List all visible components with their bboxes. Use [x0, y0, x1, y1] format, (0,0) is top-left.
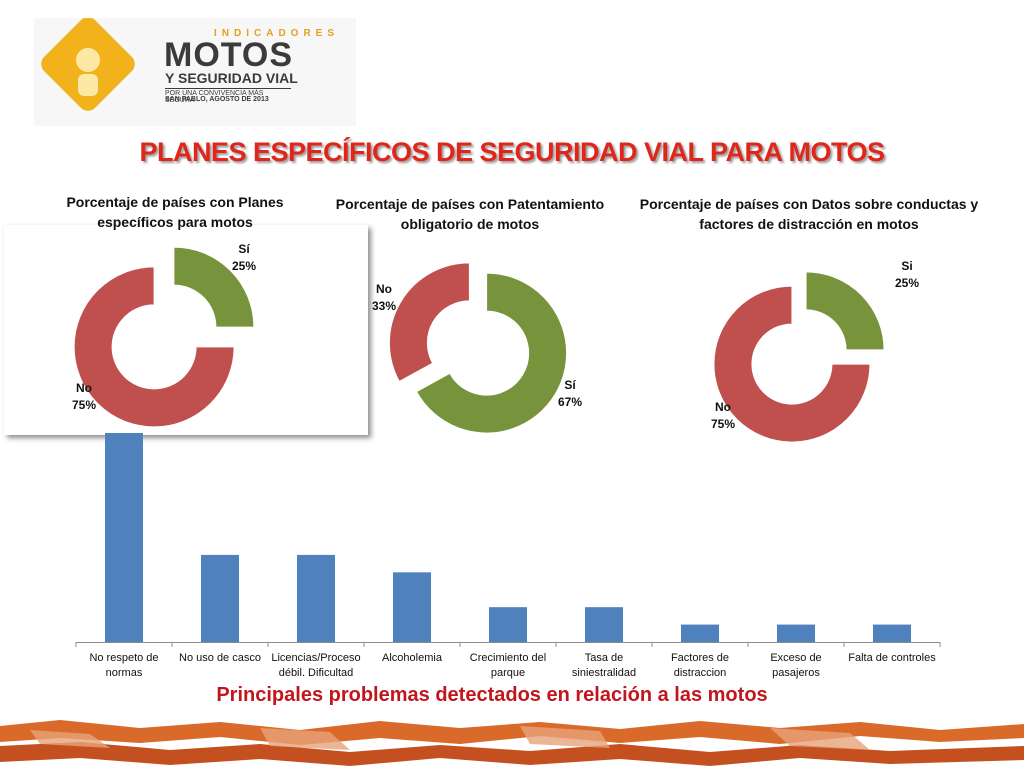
donut-3-label-si: Si 25%	[894, 259, 920, 290]
x-tick-label-8: Falta de controles	[848, 652, 936, 664]
donut-2-label-no: No 33%	[371, 282, 397, 313]
donut-2-label-si: Sí 67%	[557, 378, 583, 409]
bar-7	[777, 624, 815, 642]
donut-3-title: Porcentaje de países con Datos sobre con…	[639, 196, 979, 232]
bar-chart-title: Principales problemas detectados en rela…	[216, 684, 768, 706]
donut-1-label-si: Sí 25%	[231, 242, 257, 273]
page-title: PLANES ESPECÍFICOS DE SEGURIDAD VIAL PAR…	[139, 137, 885, 167]
donut-2-slice-1	[388, 262, 470, 383]
donut-2-title: Porcentaje de países con Patentamiento o…	[335, 196, 605, 232]
x-tick-label-3: Alcoholemia	[382, 652, 442, 664]
donut-1-slice-0	[173, 246, 255, 328]
bar-5	[585, 607, 623, 642]
donut-1-slice-1	[73, 266, 235, 428]
donut-1-label-no: No 75%	[71, 381, 97, 412]
logo-motos: MOTOS	[164, 36, 294, 74]
bar-4	[489, 607, 527, 642]
donut-3-slice-1	[713, 285, 871, 443]
logo-seguridad-vial: Y SEGURIDAD VIAL	[165, 70, 298, 86]
x-tick-label-7: Exceso de pasajeros	[770, 652, 822, 679]
x-tick-label-4: Crecimiento del parque	[469, 652, 547, 679]
logo-indicadores: INDICADORES	[214, 28, 340, 39]
logo: INDICADORES MOTOS Y SEGURIDAD VIAL POR U…	[34, 18, 356, 126]
bar-1	[201, 554, 239, 642]
x-tick-label-5: Tasa de siniestralidad	[571, 652, 637, 679]
logo-tagline: POR UNA CONVIVENCIA MÁS SEGURA	[165, 88, 291, 104]
donut-1-title: Porcentaje de países con Planes específi…	[66, 194, 284, 230]
x-tick-label-0: No respeto de normas	[89, 652, 159, 679]
donut-2-slice-0	[415, 272, 568, 434]
bar-0	[105, 433, 143, 642]
bar-2	[297, 554, 335, 642]
donut-charts	[73, 246, 885, 443]
x-tick-label-6: Factores de distraccion	[670, 652, 730, 679]
bar-3	[393, 572, 431, 642]
x-tick-label-1: No uso de casco	[179, 652, 261, 664]
bar-8	[873, 624, 911, 642]
donut-3-label-no: No 75%	[710, 400, 736, 431]
logo-place-date: SAN PABLO, AGOSTO DE 2013	[165, 96, 269, 103]
bar-6	[681, 624, 719, 642]
seal-icon	[41, 18, 135, 111]
x-tick-label-2: Licencias/Proceso débil. Dificultad	[271, 652, 361, 679]
decorative-band-icon	[0, 716, 1024, 768]
donut-3-slice-0	[805, 271, 885, 351]
